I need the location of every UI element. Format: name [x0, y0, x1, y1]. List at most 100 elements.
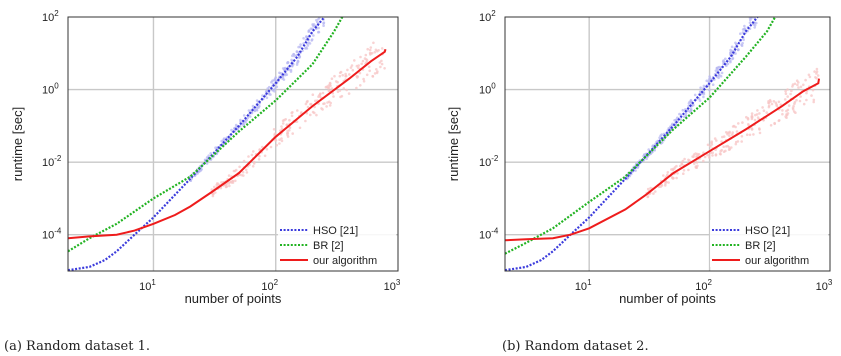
- band-dot: [291, 54, 294, 58]
- band-dot: [240, 173, 243, 177]
- band-dot: [707, 154, 711, 157]
- band-dot: [242, 123, 245, 126]
- band-dot: [753, 13, 756, 16]
- band-dot: [321, 108, 324, 111]
- grid: [68, 17, 398, 271]
- band-dot: [745, 133, 749, 136]
- band-dot: [682, 169, 686, 172]
- band-dot: [702, 92, 706, 96]
- band-dot: [317, 17, 320, 21]
- band-dot: [250, 153, 254, 157]
- band-dot: [734, 125, 737, 129]
- band-dot: [197, 170, 201, 173]
- band-dot: [306, 44, 310, 47]
- band-dot: [753, 26, 756, 29]
- band-dot: [752, 23, 756, 26]
- band-dot: [739, 32, 742, 35]
- band-dot: [290, 114, 294, 118]
- band-dot: [362, 77, 365, 81]
- band-dot: [230, 181, 233, 184]
- band-dot: [304, 46, 308, 49]
- band-dot: [336, 90, 340, 93]
- band-dot: [285, 123, 289, 127]
- band-dot: [748, 21, 752, 25]
- band-dot: [748, 133, 752, 137]
- legend-entry: our algorithm: [745, 255, 809, 267]
- band-dot: [278, 142, 281, 145]
- band-dot: [783, 98, 787, 101]
- band-dot: [283, 67, 286, 70]
- band-dot: [369, 52, 373, 55]
- band-dot: [263, 154, 267, 158]
- band-dot: [687, 102, 691, 105]
- band-dot: [371, 74, 375, 78]
- band-dot: [812, 100, 815, 104]
- band-dot: [781, 109, 784, 112]
- band-dot: [279, 72, 282, 75]
- band-dot: [649, 186, 652, 190]
- band-dot: [211, 194, 215, 198]
- x-axis-label: number of points: [619, 291, 716, 306]
- band-dot: [692, 155, 695, 158]
- band-dot: [731, 131, 734, 134]
- figure-caption: (b) Random dataset 2.: [502, 339, 649, 354]
- band-dot: [647, 148, 650, 151]
- band-dot: [227, 174, 231, 177]
- band-dot: [349, 66, 353, 69]
- band-dot: [673, 166, 677, 169]
- band-dot: [353, 59, 356, 62]
- band-dot: [676, 116, 679, 120]
- band-dot: [290, 58, 293, 62]
- band-dot: [216, 182, 220, 186]
- band-dot: [775, 104, 779, 107]
- band-dot: [244, 118, 247, 122]
- band-dot: [344, 74, 348, 78]
- band-dot: [666, 171, 670, 174]
- band-dot: [284, 118, 288, 121]
- series-line-ours: [505, 78, 820, 242]
- band-dot: [311, 93, 315, 96]
- x-tick-label: 103: [816, 278, 833, 293]
- band-dot: [753, 118, 757, 122]
- band-dot: [689, 107, 693, 110]
- band-dot: [689, 109, 693, 112]
- band-dot: [702, 159, 705, 163]
- band-dot: [758, 127, 761, 130]
- band-dot: [330, 87, 334, 90]
- band-dot: [645, 157, 648, 161]
- band-dot: [671, 177, 675, 180]
- band-dot: [225, 185, 228, 189]
- band-dot: [248, 115, 252, 118]
- series-line-br: [68, 17, 344, 253]
- band-dot: [749, 18, 752, 22]
- band-dot: [207, 154, 210, 157]
- band-dot: [777, 119, 781, 123]
- legend: HSO [21] BR [2] our algorithm: [278, 220, 396, 267]
- band-dot: [715, 66, 719, 70]
- band-dot: [266, 87, 270, 90]
- band-dot: [717, 65, 721, 69]
- band-dot: [705, 79, 708, 83]
- band-dot: [730, 45, 734, 49]
- band-dot: [762, 119, 765, 122]
- band-dot: [667, 181, 670, 184]
- band-dot: [761, 106, 764, 109]
- legend-entry: HSO [21]: [313, 225, 358, 237]
- band-dot: [684, 111, 688, 115]
- band-dot: [368, 48, 372, 52]
- band-dot: [327, 100, 331, 104]
- band-dot: [220, 139, 223, 143]
- band-dot: [367, 65, 371, 69]
- band-dot: [687, 168, 690, 172]
- band-dot: [255, 99, 259, 102]
- band-dot: [718, 152, 722, 155]
- band-dot: [740, 44, 744, 47]
- y-tick-label: 10-2: [479, 154, 499, 169]
- legend-entry: HSO [21]: [745, 225, 790, 237]
- y-tick-label: 100: [479, 82, 496, 97]
- band-dot: [372, 41, 375, 45]
- legend-entry: our algorithm: [313, 255, 377, 267]
- band-dot: [708, 75, 711, 78]
- band-dot: [702, 95, 705, 99]
